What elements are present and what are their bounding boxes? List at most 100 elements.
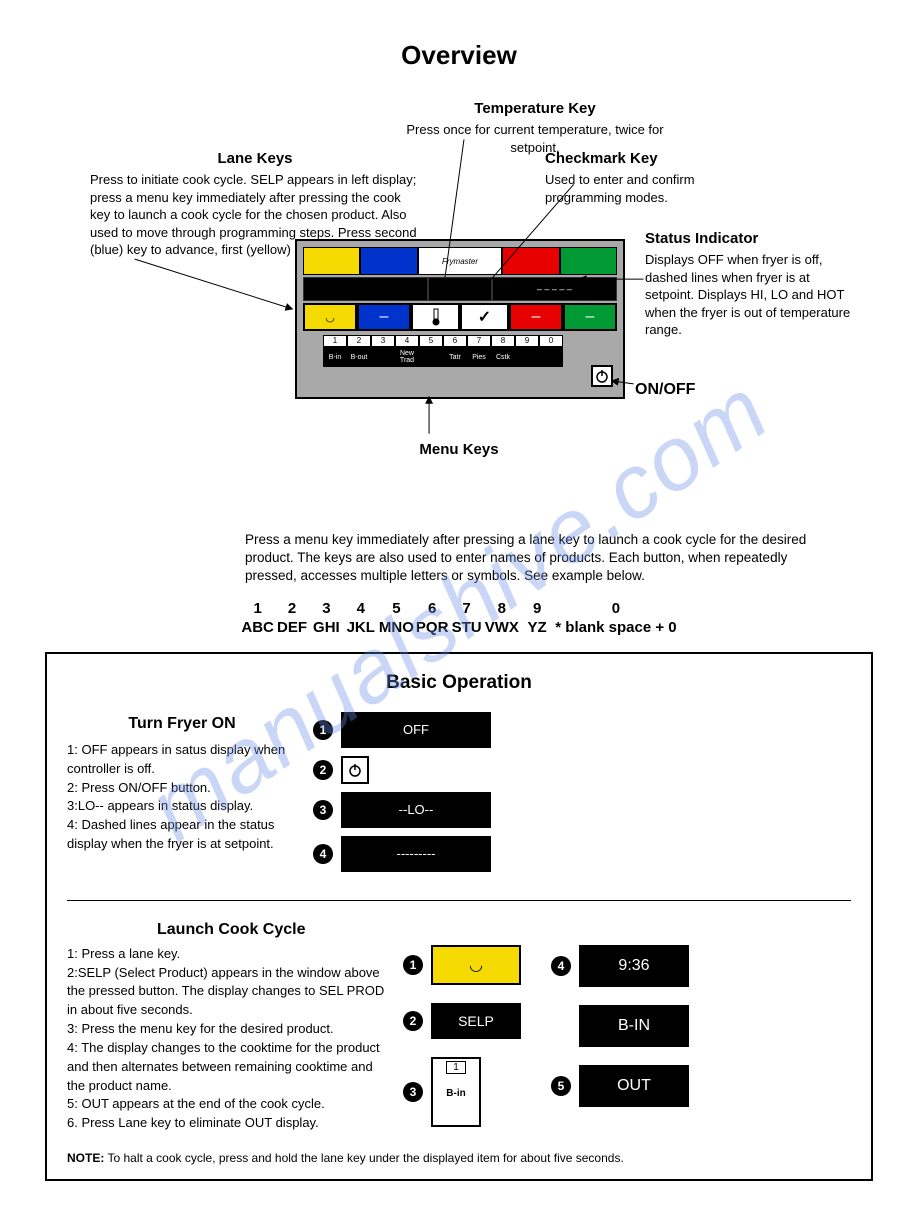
panel-lane-row: ◡ – ✓ – –	[303, 303, 617, 331]
leg-l9: YZ	[521, 619, 553, 636]
menu-9[interactable]	[515, 347, 539, 367]
separator	[67, 900, 851, 901]
turnon-heading: Turn Fryer ON	[67, 712, 297, 735]
thermometer-icon	[429, 308, 443, 326]
bullet-4: 4	[313, 844, 333, 864]
page-title: Overview	[45, 40, 873, 71]
num-3: 3	[371, 335, 395, 347]
bullet-2: 2	[313, 760, 333, 780]
lbullet-5: 5	[551, 1076, 571, 1096]
turnon-s4: 4: Dashed lines appear in the status dis…	[67, 816, 297, 854]
menu-3[interactable]	[371, 347, 395, 367]
legend-table: 1 2 3 4 5 6 7 8 9 0 ABC DEF GHI JKL MNO …	[239, 598, 678, 638]
menu-2[interactable]: B-out	[347, 347, 371, 367]
bullet-1: 1	[313, 720, 333, 740]
display-left	[303, 277, 428, 301]
launch-s1: 1: Press a lane key.	[67, 945, 387, 964]
launch-s4: 4: The display changes to the cooktime f…	[67, 1039, 387, 1096]
control-panel: Frymaster – – – – – ◡ – ✓ – – 1 2 3 4	[295, 239, 625, 399]
num-7: 7	[467, 335, 491, 347]
leg-n0: 0	[555, 600, 676, 617]
num-1: 1	[323, 335, 347, 347]
bin-box: B-IN	[579, 1005, 689, 1047]
lbullet-4: 4	[551, 956, 571, 976]
menu-1[interactable]: B-in	[323, 347, 347, 367]
lbullet-2: 2	[403, 1011, 423, 1031]
power-icon	[595, 369, 609, 383]
launch-s2: 2:SELP (Select Product) appears in the w…	[67, 964, 387, 1021]
menu-7[interactable]: Pies	[467, 347, 491, 367]
panel-top-red	[502, 247, 559, 275]
leg-l3: GHI	[310, 619, 342, 636]
lane-heading: Lane Keys	[90, 149, 420, 169]
menu-5[interactable]	[419, 347, 443, 367]
status-body: Displays OFF when fryer is off, dashed l…	[645, 251, 855, 339]
panel-top-green	[560, 247, 617, 275]
lbullet-3: 3	[403, 1082, 423, 1102]
leg-n2: 2	[276, 600, 308, 617]
lane-green-button[interactable]: –	[563, 303, 617, 331]
leg-l1: ABC	[241, 619, 274, 636]
checkmark-button[interactable]: ✓	[460, 303, 509, 331]
onoff-label: ON/OFF	[635, 379, 695, 401]
status-heading: Status Indicator	[645, 229, 855, 249]
leg-l7: STU	[450, 619, 482, 636]
disp-dash: ---------	[341, 836, 491, 872]
panel-menu-row: B-in B-out New Trad Tatr Pies Cstk	[323, 347, 617, 367]
display-center	[428, 277, 492, 301]
num-9: 9	[515, 335, 539, 347]
turnon-s1: 1: OFF appears in satus display when con…	[67, 741, 297, 779]
lane-yellow-button[interactable]: ◡	[303, 303, 357, 331]
lane-red-button[interactable]: –	[509, 303, 563, 331]
out-box: OUT	[579, 1065, 689, 1107]
leg-n3: 3	[310, 600, 342, 617]
menu-key-lbl: B-in	[446, 1088, 465, 1099]
leg-l4: JKL	[345, 619, 377, 636]
menu-key-vis[interactable]: 1 B-in	[431, 1057, 481, 1127]
menu-body: Press a menu key immediately after press…	[245, 531, 813, 586]
lane-blue-button[interactable]: –	[357, 303, 411, 331]
turnon-s3: 3:LO-- appears in status display.	[67, 797, 297, 816]
basic-operation-box: Basic Operation Turn Fryer ON 1: OFF app…	[45, 652, 873, 1181]
menu-6[interactable]: Tatr	[443, 347, 467, 367]
launch-s5: 5: OUT appears at the end of the cook cy…	[67, 1095, 387, 1114]
lbullet-1: 1	[403, 955, 423, 975]
leg-l6: PQR	[416, 619, 449, 636]
display-right: – – – – –	[492, 277, 617, 301]
note-label: NOTE:	[67, 1151, 104, 1165]
menu-4[interactable]: New Trad	[395, 347, 419, 367]
panel-number-row: 1 2 3 4 5 6 7 8 9 0	[323, 335, 617, 347]
panel-row1: Frymaster	[303, 247, 617, 275]
leg-n6: 6	[416, 600, 449, 617]
temperature-button[interactable]	[411, 303, 460, 331]
launch-s6: 6. Press Lane key to eliminate OUT displ…	[67, 1114, 387, 1133]
time-box: 9:36	[579, 945, 689, 987]
panel-display-row: – – – – –	[303, 277, 617, 301]
num-0: 0	[539, 335, 563, 347]
menu-8[interactable]: Cstk	[491, 347, 515, 367]
leg-n8: 8	[485, 600, 519, 617]
leg-l2: DEF	[276, 619, 308, 636]
num-5: 5	[419, 335, 443, 347]
onoff-step[interactable]	[341, 756, 369, 784]
menu-key-num: 1	[446, 1061, 466, 1074]
leg-l0: * blank space + 0	[555, 619, 676, 636]
num-4: 4	[395, 335, 419, 347]
checkmark-body: Used to enter and confirm programming mo…	[545, 171, 725, 206]
leg-n7: 7	[450, 600, 482, 617]
onoff-button[interactable]	[591, 365, 613, 387]
menu-0[interactable]	[539, 347, 563, 367]
panel-brand: Frymaster	[418, 247, 503, 275]
leg-l8: VWX	[485, 619, 519, 636]
checkmark-heading: Checkmark Key	[545, 149, 725, 169]
panel-top-yellow	[303, 247, 360, 275]
power-icon	[348, 763, 362, 777]
disp-lo: --LO--	[341, 792, 491, 828]
bullet-3: 3	[313, 800, 333, 820]
overview-diagram: Temperature Key Press once for current t…	[45, 99, 873, 519]
num-8: 8	[491, 335, 515, 347]
turnon-s2: 2: Press ON/OFF button.	[67, 779, 297, 798]
leg-n4: 4	[345, 600, 377, 617]
lane-btn-vis[interactable]: ◡	[431, 945, 521, 985]
basic-heading: Basic Operation	[67, 672, 851, 694]
